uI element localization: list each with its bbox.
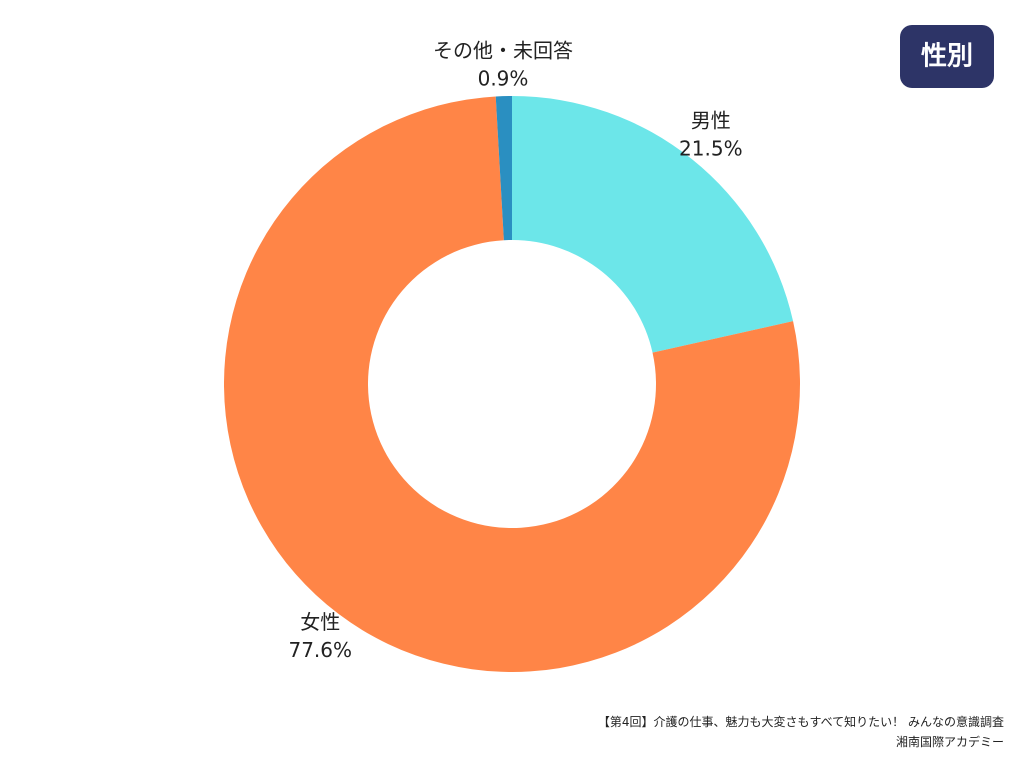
source-line: 【第4回】介護の仕事、魅力も大変さもすべて知りたい！ みんなの意識調査 bbox=[598, 714, 1004, 729]
segment-label: 男性 bbox=[691, 108, 731, 132]
value-label: 21.5% bbox=[679, 136, 743, 160]
donut-segment bbox=[223, 96, 800, 672]
title-badge bbox=[900, 25, 994, 88]
value-label: 0.9% bbox=[478, 67, 529, 91]
donut-segment bbox=[495, 96, 512, 241]
donut-segment bbox=[512, 96, 794, 353]
source-line: 湘南国際アカデミー bbox=[896, 734, 1004, 749]
segment-label: その他・未回答 bbox=[433, 39, 573, 63]
value-label: 77.6% bbox=[288, 638, 352, 662]
segment-label: 女性 bbox=[300, 610, 340, 634]
chart-title: 性別 bbox=[921, 42, 973, 72]
